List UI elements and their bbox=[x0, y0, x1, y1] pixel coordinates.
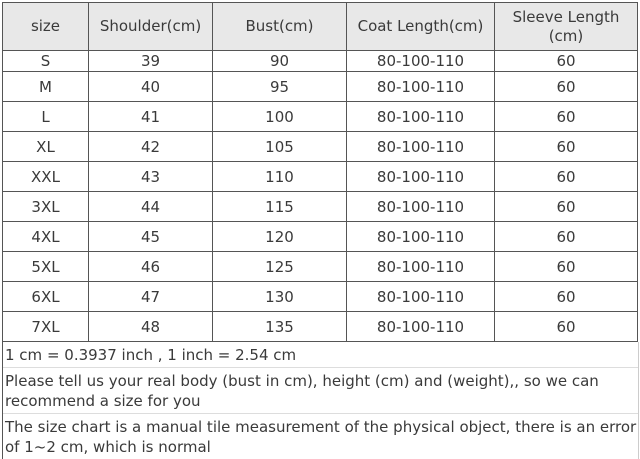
note-error: The size chart is a manual tile measurem… bbox=[5, 418, 637, 456]
cell-bust: 90 bbox=[212, 50, 347, 72]
table-row: XXL 43 110 80-100-110 60 bbox=[2, 161, 638, 192]
cell-sleeve-length: 60 bbox=[494, 161, 638, 192]
cell-bust: 105 bbox=[212, 131, 347, 162]
cell-shoulder: 41 bbox=[88, 101, 213, 132]
cell-sleeve-length: 60 bbox=[494, 101, 638, 132]
cell-sleeve-length: 60 bbox=[494, 191, 638, 222]
cell-size: L bbox=[2, 101, 89, 132]
cell-shoulder: 40 bbox=[88, 71, 213, 102]
cell-bust: 100 bbox=[212, 101, 347, 132]
header-row: size Shoulder(cm) Bust(cm) Coat Length(c… bbox=[2, 2, 638, 51]
table-row: 5XL 46 125 80-100-110 60 bbox=[2, 251, 638, 282]
cell-sleeve-length: 60 bbox=[494, 311, 638, 342]
header-sleeve-length: Sleeve Length (cm) bbox=[494, 2, 638, 51]
cell-shoulder: 47 bbox=[88, 281, 213, 312]
note-conversion: 1 cm = 0.3937 inch , 1 inch = 2.54 cm bbox=[3, 342, 638, 368]
cell-sleeve-length: 60 bbox=[494, 281, 638, 312]
cell-bust: 125 bbox=[212, 251, 347, 282]
header-size: size bbox=[2, 2, 89, 51]
cell-size: XXL bbox=[2, 161, 89, 192]
header-shoulder: Shoulder(cm) bbox=[88, 2, 213, 51]
cell-size: M bbox=[2, 71, 89, 102]
header-bust: Bust(cm) bbox=[212, 2, 347, 51]
notes: 1 cm = 0.3937 inch , 1 inch = 2.54 cm Pl… bbox=[2, 342, 639, 459]
cell-sleeve-length: 60 bbox=[494, 131, 638, 162]
cell-coat-length: 80-100-110 bbox=[346, 161, 495, 192]
cell-coat-length: 80-100-110 bbox=[346, 101, 495, 132]
cell-shoulder: 43 bbox=[88, 161, 213, 192]
cell-coat-length: 80-100-110 bbox=[346, 251, 495, 282]
cell-sleeve-length: 60 bbox=[494, 50, 638, 72]
cell-size: 7XL bbox=[2, 311, 89, 342]
table-row: 7XL 48 135 80-100-110 60 bbox=[2, 311, 638, 342]
cell-size: 4XL bbox=[2, 221, 89, 252]
table-row: 6XL 47 130 80-100-110 60 bbox=[2, 281, 638, 312]
table-row: L 41 100 80-100-110 60 bbox=[2, 101, 638, 132]
cell-shoulder: 46 bbox=[88, 251, 213, 282]
cell-bust: 95 bbox=[212, 71, 347, 102]
cell-shoulder: 42 bbox=[88, 131, 213, 162]
table-row: M 40 95 80-100-110 60 bbox=[2, 71, 638, 102]
cell-size: S bbox=[2, 50, 89, 72]
cell-bust: 135 bbox=[212, 311, 347, 342]
cell-shoulder: 44 bbox=[88, 191, 213, 222]
cell-size: 5XL bbox=[2, 251, 89, 282]
cell-shoulder: 39 bbox=[88, 50, 213, 72]
cell-coat-length: 80-100-110 bbox=[346, 50, 495, 72]
cell-sleeve-length: 60 bbox=[494, 251, 638, 282]
cell-coat-length: 80-100-110 bbox=[346, 221, 495, 252]
cell-size: 3XL bbox=[2, 191, 89, 222]
cell-coat-length: 80-100-110 bbox=[346, 131, 495, 162]
cell-shoulder: 48 bbox=[88, 311, 213, 342]
size-chart-table: size Shoulder(cm) Bust(cm) Coat Length(c… bbox=[2, 2, 638, 342]
note-recommend: Please tell us your real body (bust in c… bbox=[3, 368, 638, 414]
cell-coat-length: 80-100-110 bbox=[346, 311, 495, 342]
table-row: 4XL 45 120 80-100-110 60 bbox=[2, 221, 638, 252]
cell-coat-length: 80-100-110 bbox=[346, 281, 495, 312]
cell-sleeve-length: 60 bbox=[494, 71, 638, 102]
cell-bust: 115 bbox=[212, 191, 347, 222]
cell-shoulder: 45 bbox=[88, 221, 213, 252]
cell-size: 6XL bbox=[2, 281, 89, 312]
table-row: S 39 90 80-100-110 60 bbox=[2, 50, 638, 72]
cell-coat-length: 80-100-110 bbox=[346, 71, 495, 102]
table-row: 3XL 44 115 80-100-110 60 bbox=[2, 191, 638, 222]
header-coat-length: Coat Length(cm) bbox=[346, 2, 495, 51]
cell-sleeve-length: 60 bbox=[494, 221, 638, 252]
cell-size: XL bbox=[2, 131, 89, 162]
cell-coat-length: 80-100-110 bbox=[346, 191, 495, 222]
table-row: XL 42 105 80-100-110 60 bbox=[2, 131, 638, 162]
cell-bust: 130 bbox=[212, 281, 347, 312]
cell-bust: 110 bbox=[212, 161, 347, 192]
cell-bust: 120 bbox=[212, 221, 347, 252]
